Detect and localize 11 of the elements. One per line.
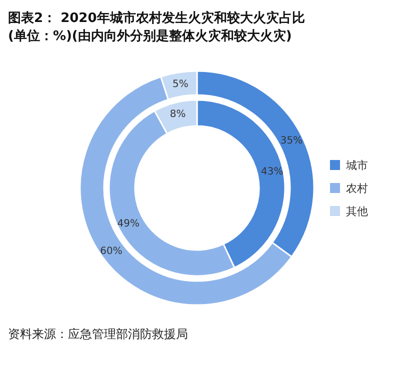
legend-label: 其他 [346,204,368,218]
chart-title: 图表2： 2020年城市农村发生火灾和较大火灾占比 (单位：%)(由内向外分别是整体火灾和较大火灾) [8,10,305,44]
legend-label: 农村 [346,182,368,195]
data-label: 8% [170,108,186,120]
legend-label: 城市 [345,158,368,172]
data-label: 60% [100,246,122,257]
text: 资料来源：应急管理部消防救援局 [8,327,188,341]
data-label: 43% [261,166,284,178]
data-label: 49% [117,218,140,230]
data-label: 35% [280,135,303,146]
data-label: 5% [172,78,188,90]
